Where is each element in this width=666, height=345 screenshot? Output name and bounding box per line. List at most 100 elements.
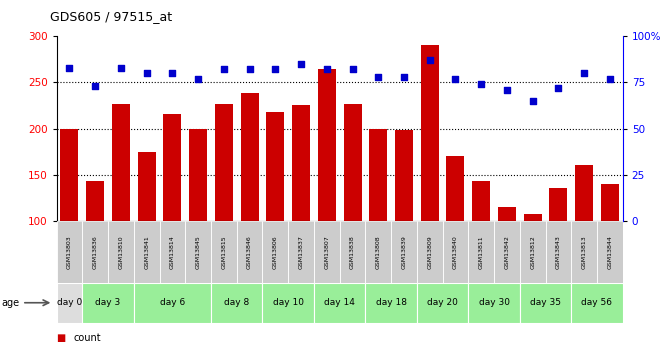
Bar [468,221,494,283]
Point [605,76,615,81]
Point [476,81,486,87]
Bar [549,188,567,221]
Bar [314,221,340,283]
Text: GSM13846: GSM13846 [247,235,252,269]
Bar [494,221,519,283]
Bar [575,166,593,221]
Text: GSM13808: GSM13808 [376,235,381,269]
Text: GSM13809: GSM13809 [427,235,432,269]
Point [116,65,127,70]
Bar [134,221,160,283]
Bar [61,128,79,221]
Text: GSM13843: GSM13843 [556,235,561,269]
Text: GSM13814: GSM13814 [170,235,175,269]
Point [270,67,280,72]
Bar [83,283,134,323]
Text: GSM13839: GSM13839 [402,235,406,269]
Point [218,67,229,72]
Text: GSM13810: GSM13810 [119,235,123,269]
Text: GSM13837: GSM13837 [298,235,304,269]
Bar [138,151,156,221]
Bar [266,112,284,221]
Point [373,74,384,80]
Text: GSM13844: GSM13844 [607,235,612,269]
Bar [318,69,336,221]
Text: day 8: day 8 [224,298,249,307]
Point [167,70,178,76]
Text: day 10: day 10 [272,298,304,307]
Bar [86,181,104,221]
Text: ■: ■ [57,333,66,343]
Bar [601,184,619,221]
Bar [571,221,597,283]
Text: day 18: day 18 [376,298,407,307]
Bar [108,221,134,283]
Point [501,87,512,92]
Text: GSM13812: GSM13812 [530,235,535,269]
Bar [366,283,417,323]
Point [90,83,101,89]
Bar [340,221,366,283]
Text: GSM13838: GSM13838 [350,235,355,269]
Text: GSM13815: GSM13815 [221,235,226,269]
Bar [446,156,464,221]
Bar [417,221,443,283]
Point [193,76,204,81]
Bar [292,105,310,221]
Text: GSM13807: GSM13807 [324,235,329,269]
Bar [571,283,623,323]
Text: age: age [1,298,19,308]
Text: GDS605 / 97515_at: GDS605 / 97515_at [50,10,172,23]
Bar [134,283,211,323]
Text: day 35: day 35 [530,298,561,307]
Point [399,74,410,80]
Bar [215,104,233,221]
Text: day 30: day 30 [479,298,509,307]
Point [322,67,332,72]
Bar [57,283,83,323]
Text: day 14: day 14 [324,298,355,307]
Bar [211,283,262,323]
Text: day 56: day 56 [581,298,613,307]
Bar [288,221,314,283]
Text: GSM13842: GSM13842 [504,235,509,269]
Text: GSM13806: GSM13806 [273,235,278,269]
Text: GSM13836: GSM13836 [93,235,98,269]
Text: count: count [73,333,101,343]
Text: GSM13840: GSM13840 [453,235,458,269]
Bar [443,221,468,283]
Text: GSM13811: GSM13811 [479,235,484,269]
Bar [545,221,571,283]
Bar [519,221,545,283]
Bar [395,130,413,221]
Bar [417,283,468,323]
Point [424,58,435,63]
Bar [523,214,541,221]
Point [296,61,306,67]
Bar [83,221,108,283]
Bar [597,221,623,283]
Bar [391,221,417,283]
Bar [185,221,211,283]
Point [244,67,255,72]
Text: GSM13845: GSM13845 [196,235,200,269]
Bar [163,114,181,221]
Bar [189,128,207,221]
Point [553,85,563,91]
Bar [112,104,130,221]
Text: day 0: day 0 [57,298,82,307]
Bar [314,283,366,323]
Bar [472,181,490,221]
Text: GSM13813: GSM13813 [581,235,587,269]
Text: GSM13803: GSM13803 [67,235,72,269]
Bar [160,221,185,283]
Text: day 6: day 6 [160,298,185,307]
Point [347,67,358,72]
Bar [366,221,391,283]
Text: day 20: day 20 [427,298,458,307]
Bar [519,283,571,323]
Bar [344,104,362,221]
Bar [262,283,314,323]
Bar [468,283,519,323]
Point [64,65,75,70]
